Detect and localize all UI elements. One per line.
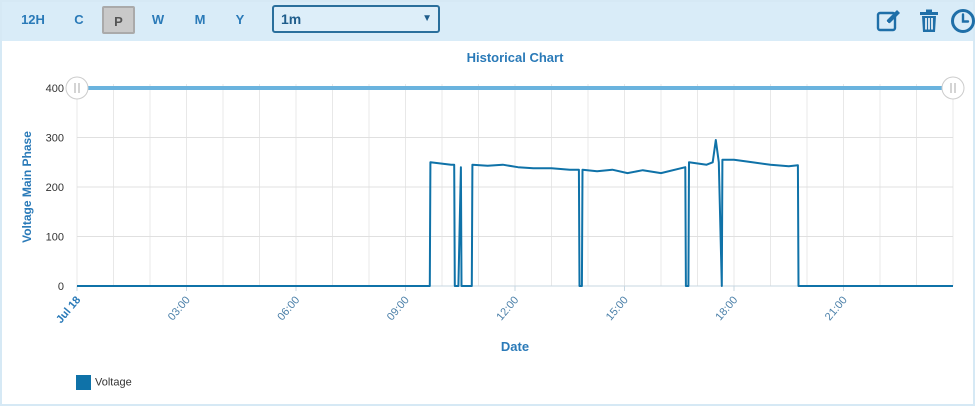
range-slider-right-handle[interactable] [941, 76, 965, 100]
x-tick-label: 21:00 [823, 294, 850, 323]
clock-icon[interactable] [950, 8, 975, 34]
timeframe-m-button[interactable]: M [194, 12, 206, 27]
y-tick-label: 200 [46, 182, 64, 194]
range-slider-track[interactable] [77, 86, 953, 90]
legend-swatch [76, 375, 91, 390]
range-slider-left-handle[interactable] [65, 76, 89, 100]
timeframe-w-button[interactable]: W [151, 12, 165, 27]
timeframe-y-button[interactable]: Y [235, 12, 245, 27]
x-tick-label: 09:00 [385, 294, 412, 323]
timeframe-12h-button[interactable]: 12H [21, 12, 45, 27]
timeframe-p-button[interactable]: P [102, 6, 135, 34]
x-tick-label: 06:00 [275, 294, 302, 323]
y-tick-label: 100 [46, 232, 64, 244]
x-axis-label: Date [501, 339, 529, 354]
x-tick-label: 15:00 [604, 294, 631, 323]
x-tick-label: 12:00 [494, 294, 521, 323]
legend-label: Voltage [95, 376, 132, 389]
x-tick-label: 03:00 [166, 294, 193, 323]
y-tick-label: 300 [46, 133, 64, 145]
series-line-voltage [77, 139, 953, 287]
trash-icon[interactable] [916, 8, 942, 34]
timeframe-c-button[interactable]: C [74, 12, 84, 27]
y-tick-label: 0 [58, 281, 64, 293]
y-tick-label: 400 [46, 83, 64, 95]
legend-item-voltage[interactable]: Voltage [76, 375, 132, 391]
x-tick-label: Jul 18 [54, 294, 83, 326]
y-axis-label: Voltage Main Phase [20, 131, 34, 243]
period-select[interactable]: 1m ▼ [272, 5, 440, 33]
chart-title: Historical Chart [467, 50, 564, 65]
chevron-down-icon: ▼ [422, 13, 432, 24]
x-tick-label: 18:00 [713, 294, 740, 323]
edit-icon[interactable] [876, 8, 902, 34]
period-select-value: 1m [281, 11, 302, 27]
chart-toolbar: 12H C P W M Y 1m ▼ [2, 2, 975, 41]
